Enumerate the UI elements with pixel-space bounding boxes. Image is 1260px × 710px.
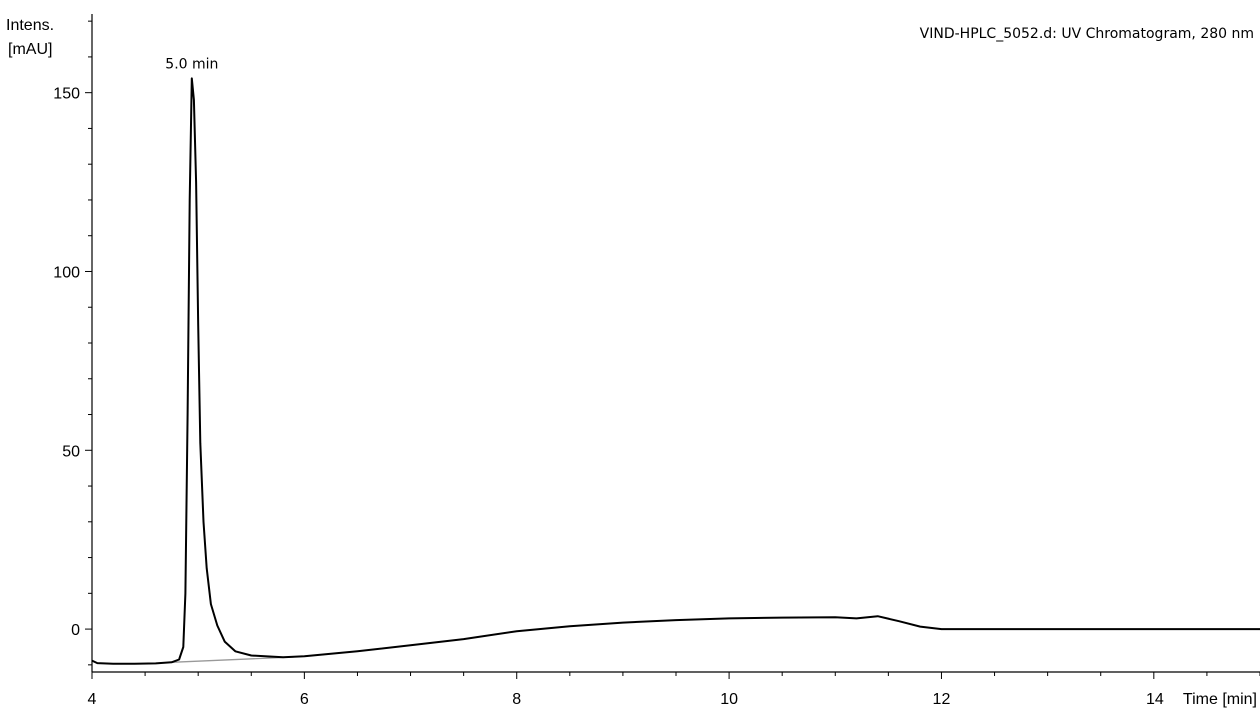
annotations-layer: 5.0 min	[165, 56, 218, 72]
labels-layer: Intens. [mAU] VIND-HPLC_5052.d: UV Chrom…	[6, 17, 1257, 708]
y-tick-label: 100	[53, 264, 80, 281]
y-axis-label-line1: Intens.	[6, 17, 54, 34]
x-tick-label: 8	[512, 691, 521, 708]
y-tick-label: 0	[71, 622, 80, 639]
baseline-segment	[171, 656, 294, 663]
x-axis-label: Time [min]	[1183, 691, 1257, 708]
x-tick-label: 6	[300, 691, 309, 708]
x-tick-label: 14	[1146, 691, 1164, 708]
chromatogram-trace	[91, 77, 1260, 665]
x-tick-label: 4	[88, 691, 97, 708]
axes	[91, 14, 1260, 673]
y-axis-label-line2: [mAU]	[8, 41, 52, 58]
x-tick-label: 10	[720, 691, 738, 708]
x-tick-label: 12	[933, 691, 951, 708]
y-tick-label: 150	[53, 86, 80, 103]
y-tick-label: 50	[62, 443, 80, 460]
chart-title: VIND-HPLC_5052.d: UV Chromatogram, 280 n…	[920, 26, 1254, 42]
peak-annotation: 5.0 min	[165, 56, 218, 72]
series-layer	[91, 77, 1260, 665]
ticks: 4 6 8 10 12 14 0 50 100 150	[53, 20, 1260, 708]
